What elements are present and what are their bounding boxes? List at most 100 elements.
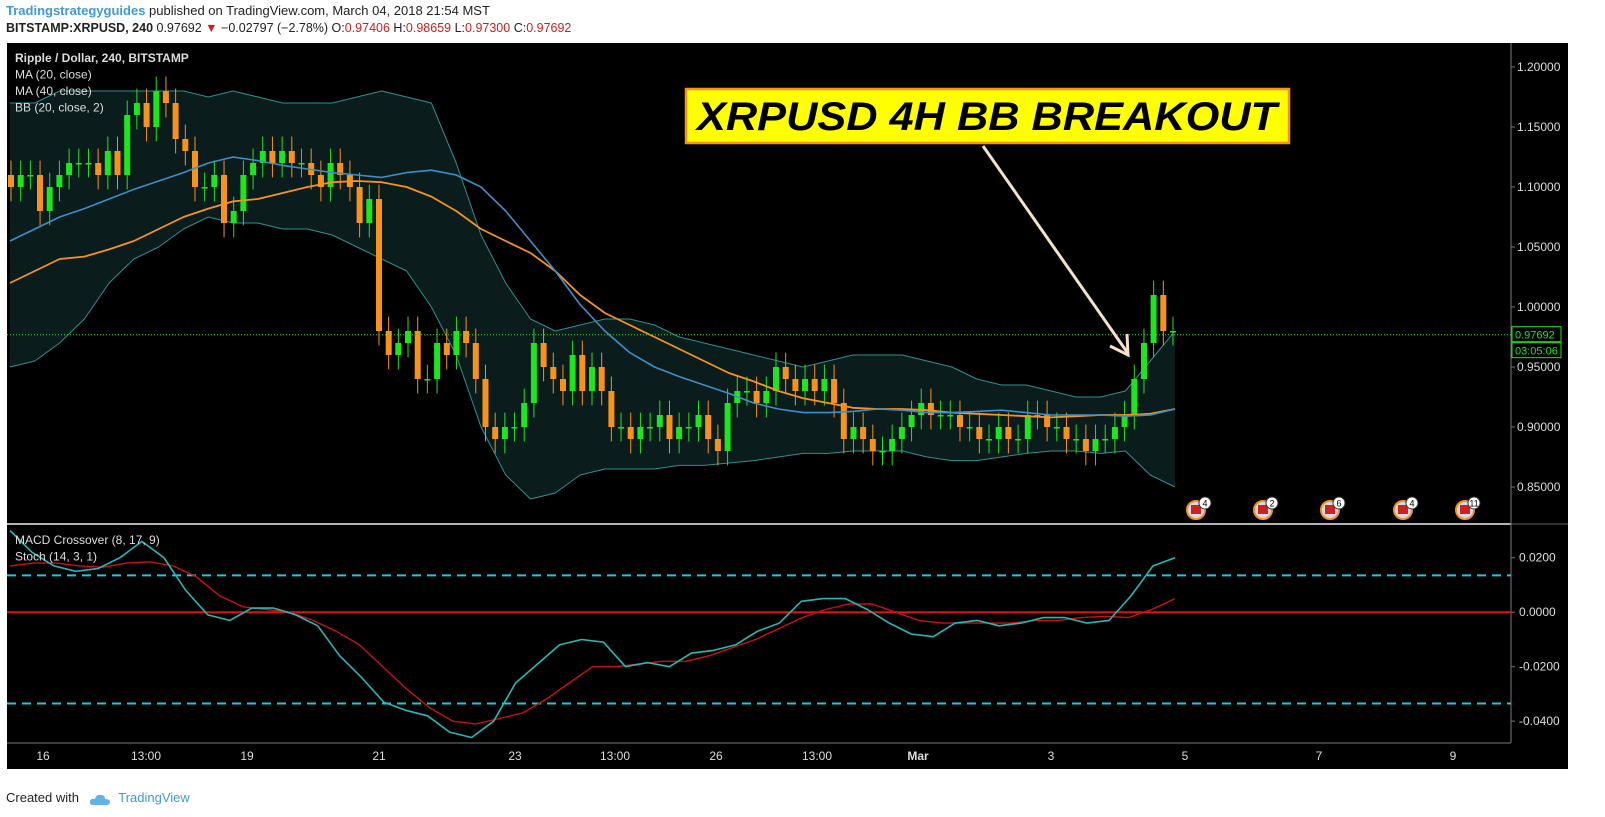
candle-body (395, 343, 402, 355)
candle-body (986, 439, 992, 441)
candle-body (366, 199, 373, 223)
candle-body (424, 379, 431, 381)
chart-canvas[interactable]: 1.20000 1.15000 1.10000 1.05000 1.00000 0.950… (0, 0, 1605, 790)
candle-body (637, 427, 644, 439)
time-tick-label: Mar (907, 749, 929, 763)
candle-body (957, 415, 963, 427)
candle-body (569, 355, 576, 391)
candle-body (492, 427, 499, 439)
series-title: Ripple / Dollar, 240, BITSTAMP (15, 51, 189, 65)
candle-body (850, 427, 857, 439)
candle-body (947, 415, 954, 417)
published-text: published on TradingView.com, March 04, … (145, 3, 490, 18)
candle-body (162, 91, 169, 103)
candle-body (579, 355, 586, 391)
candle-body (482, 379, 489, 427)
bb-lower-line (9, 216, 1176, 500)
candle-body (695, 415, 702, 427)
time-tick-label: 13:00 (131, 749, 161, 763)
candle-body (298, 163, 305, 165)
annotation-box (684, 87, 1291, 145)
candle-body (1131, 379, 1138, 415)
time-tick-label: 23 (508, 749, 522, 763)
candle-body (560, 379, 566, 391)
candle-body (221, 175, 227, 223)
price-tick-label: 1.00000 (1517, 300, 1561, 314)
ma20-line (9, 156, 1176, 418)
candle-body (1102, 439, 1109, 441)
candle-body (85, 163, 92, 165)
macd-line (9, 529, 1176, 739)
candle-body (550, 367, 557, 379)
candle-body (1063, 427, 1070, 439)
price-tick-label: 1.20000 (1517, 60, 1561, 74)
candle-body (1121, 415, 1128, 427)
candle-body (37, 175, 43, 211)
candle-body (104, 151, 111, 175)
low-label: L: (454, 21, 466, 35)
candle-body (56, 175, 63, 187)
candle-body (656, 415, 663, 427)
candle-body (1024, 415, 1031, 439)
indicator-tick-label: 0.0200 (1519, 551, 1556, 565)
candle-body (1111, 427, 1118, 439)
last-price-box (1511, 326, 1562, 343)
candle-body (453, 331, 460, 355)
candle-body (976, 427, 983, 439)
candle-body (530, 343, 537, 403)
bb-band-fill (10, 91, 1175, 499)
annotation-arrow (981, 145, 1129, 353)
candle-body (879, 451, 886, 453)
ohlc-header: BITSTAMP:XRPUSD, 240 0.97692 ▼ −0.02797 … (6, 21, 571, 35)
candle-body (1053, 427, 1060, 429)
candle-body (627, 427, 634, 439)
candle-body (647, 427, 654, 429)
candle-body (869, 439, 876, 451)
candle-body (763, 391, 770, 403)
event-count-badge (1467, 496, 1481, 510)
candle-body (840, 403, 847, 439)
candle-body (434, 343, 441, 379)
candle-body (676, 427, 683, 439)
time-tick-label: 21 (372, 749, 386, 763)
candle-body (705, 415, 712, 439)
candle-body (802, 379, 808, 391)
author-link[interactable]: Tradingstrategyguides (6, 3, 146, 18)
time-tick-label: 3 (1048, 749, 1055, 763)
candle-body (666, 415, 673, 439)
indicator-legend: MA (20, close) (15, 68, 92, 82)
candle-body (831, 379, 838, 403)
time-tick-label: 13:00 (802, 749, 832, 763)
price-tick-label: 1.15000 (1517, 120, 1561, 134)
event-count: 2 (1269, 499, 1274, 509)
annotation-arrowhead (1109, 333, 1130, 358)
candle-body (1044, 415, 1051, 427)
candle-body (182, 139, 189, 151)
tradingview-brand-link[interactable]: TradingView (118, 790, 190, 805)
candle-body (589, 367, 595, 391)
candle-body (540, 343, 547, 367)
annotation-text: XRPUSD 4H BB BREAKOUT (695, 95, 1281, 139)
candle-body (1170, 331, 1176, 333)
candle-body (153, 91, 160, 127)
candle-body (288, 151, 295, 163)
time-axis-bg (7, 743, 1511, 769)
candle-body (240, 175, 247, 211)
candle-body (172, 103, 179, 139)
candle-body (511, 427, 518, 429)
indicator-tick-label: -0.0400 (1519, 714, 1560, 728)
candle-body (608, 391, 615, 427)
indicator-tick-label: -0.0200 (1519, 660, 1560, 674)
candle-body (995, 427, 1002, 439)
candle-body (714, 439, 721, 451)
indicator-legend: MA (40, close) (15, 84, 92, 98)
time-tick-label: 16 (36, 749, 50, 763)
candle-body (133, 103, 140, 115)
open-label: O: (331, 21, 345, 35)
indicator-pane-bg (7, 525, 1511, 743)
candle-body (908, 415, 915, 427)
countdown-box (1511, 342, 1562, 359)
candle-body (898, 427, 905, 439)
time-tick-label: 9 (1450, 749, 1457, 763)
candle-body (17, 175, 24, 187)
